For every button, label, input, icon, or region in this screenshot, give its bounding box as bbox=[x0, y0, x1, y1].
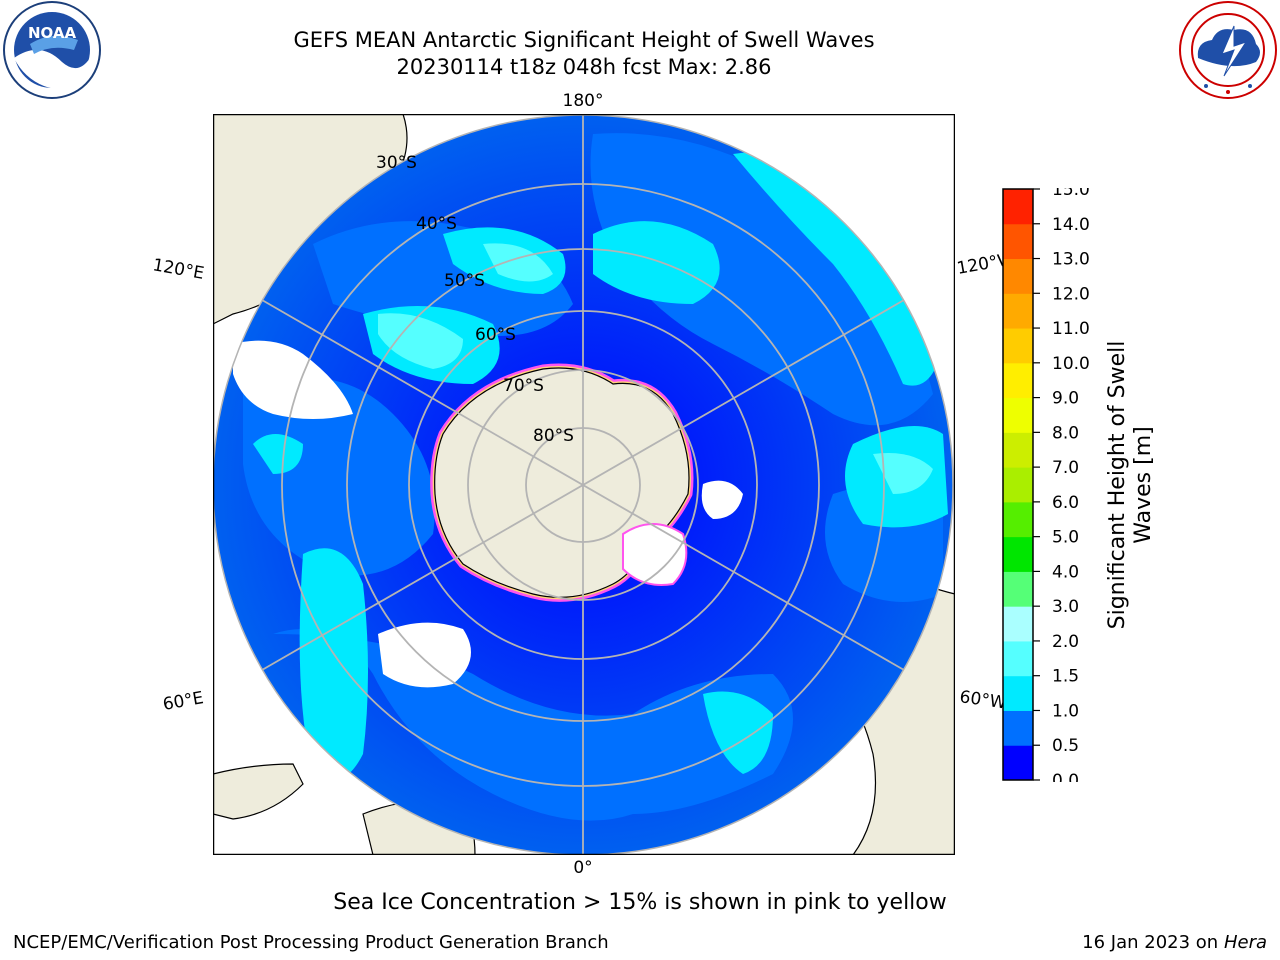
colorbar-block bbox=[1003, 501, 1033, 538]
colorbar-block bbox=[1003, 710, 1033, 746]
colorbar-block bbox=[1003, 467, 1033, 503]
lat-label-40s: 40°S bbox=[416, 214, 457, 234]
colorbar-label: Significant Height of Swell Waves [m] bbox=[1105, 341, 1156, 630]
chart-title: GEFS MEAN Antarctic Significant Height o… bbox=[293, 28, 875, 52]
colorbar-tick-label: 9.0 bbox=[1052, 389, 1079, 409]
colorbar: 0.0 0.5 1.0 1.5 2.0 3.0 4.0 5.0 6.0 7.0 8.0 9.0 10.0… bbox=[1002, 188, 1090, 782]
graticule bbox=[213, 115, 953, 855]
colorbar-label-line2: Waves [m] bbox=[1131, 426, 1156, 543]
colorbar-block bbox=[1003, 223, 1033, 260]
lat-label-30s: 30°S bbox=[376, 153, 417, 173]
colorbar-tick-label: 14.0 bbox=[1052, 215, 1090, 235]
colorbar-tick-label: 6.0 bbox=[1052, 493, 1079, 513]
colorbar-block bbox=[1003, 328, 1033, 364]
lon-label-180: 180° bbox=[563, 91, 604, 111]
lat-label-60s: 60°S bbox=[475, 325, 516, 345]
colorbar-tick-label: 2.0 bbox=[1052, 632, 1079, 652]
colorbar-block bbox=[1003, 293, 1033, 329]
colorbar-blocks bbox=[1003, 189, 1033, 781]
colorbar-tick-label: 0.0 bbox=[1052, 771, 1079, 782]
colorbar-frame bbox=[1002, 188, 1034, 781]
colorbar-tick-label: 1.0 bbox=[1052, 701, 1079, 721]
lon-label-0: 0° bbox=[573, 858, 592, 878]
noaa-logo: NOAA bbox=[3, 1, 101, 99]
colorbar-block bbox=[1003, 432, 1033, 468]
colorbar-block bbox=[1003, 258, 1033, 294]
swell-1p5m-areas bbox=[253, 152, 948, 781]
colorbar-tick-label: 15.0 bbox=[1052, 188, 1090, 200]
colorbar-ticks: 0.0 0.5 1.0 1.5 2.0 3.0 4.0 5.0 6.0 7.0 8.0 9.0 10.0… bbox=[1033, 188, 1090, 782]
colorbar-block bbox=[1003, 397, 1033, 433]
footer-branch: NCEP/EMC/Verification Post Processing Pr… bbox=[13, 932, 609, 953]
colorbar-block bbox=[1003, 362, 1033, 399]
swell-2m-areas bbox=[378, 243, 933, 494]
colorbar-tick-label: 1.5 bbox=[1052, 667, 1079, 687]
colorbar-tick-label: 10.0 bbox=[1052, 354, 1090, 374]
lat-label-70s: 70°S bbox=[503, 376, 544, 396]
footer-machine: Hera bbox=[1223, 932, 1267, 953]
colorbar-tick-label: 13.0 bbox=[1052, 250, 1090, 270]
polar-swell-map: 30°S 40°S 50°S 60°S 70°S 80°S bbox=[213, 114, 955, 855]
sea-ice-note: Sea Ice Concentration > 15% is shown in … bbox=[333, 890, 947, 915]
colorbar-tick-label: 7.0 bbox=[1052, 458, 1079, 478]
colorbar-block bbox=[1003, 640, 1033, 677]
colorbar-tick-label: 12.0 bbox=[1052, 284, 1090, 304]
lon-label-60w: 60°W bbox=[958, 687, 1007, 713]
colorbar-block bbox=[1003, 606, 1033, 642]
footer-date: 16 Jan 2023 on Hera bbox=[1082, 932, 1267, 953]
colorbar-label-line1: Significant Height of Swell bbox=[1105, 341, 1130, 630]
colorbar-block bbox=[1003, 536, 1033, 572]
colorbar-tick-label: 3.0 bbox=[1052, 597, 1079, 617]
lon-label-120e: 120°E bbox=[151, 255, 205, 284]
lat-label-80s: 80°S bbox=[533, 426, 574, 446]
colorbar-block bbox=[1003, 189, 1033, 225]
colorbar-block bbox=[1003, 745, 1033, 781]
nws-logo bbox=[1179, 1, 1277, 99]
colorbar-tick-label: 5.0 bbox=[1052, 528, 1079, 548]
colorbar-tick-label: 8.0 bbox=[1052, 423, 1079, 443]
lon-label-60e: 60°E bbox=[161, 688, 205, 715]
map-frame bbox=[213, 114, 955, 855]
colorbar-block bbox=[1003, 571, 1033, 607]
lat-label-50s: 50°S bbox=[444, 271, 485, 291]
footer-date-text: 16 Jan 2023 on bbox=[1082, 932, 1224, 953]
no-data-patches bbox=[233, 340, 743, 688]
colorbar-tick-label: 0.5 bbox=[1052, 736, 1079, 756]
noaa-logo-text: NOAA bbox=[28, 24, 77, 42]
antarctica bbox=[430, 363, 694, 602]
colorbar-block bbox=[1003, 675, 1033, 711]
colorbar-tick-label: 11.0 bbox=[1052, 319, 1090, 339]
colorbar-tick-label: 4.0 bbox=[1052, 562, 1079, 582]
chart-subtitle: 20230114 t18z 048h fcst Max: 2.86 bbox=[396, 55, 772, 79]
